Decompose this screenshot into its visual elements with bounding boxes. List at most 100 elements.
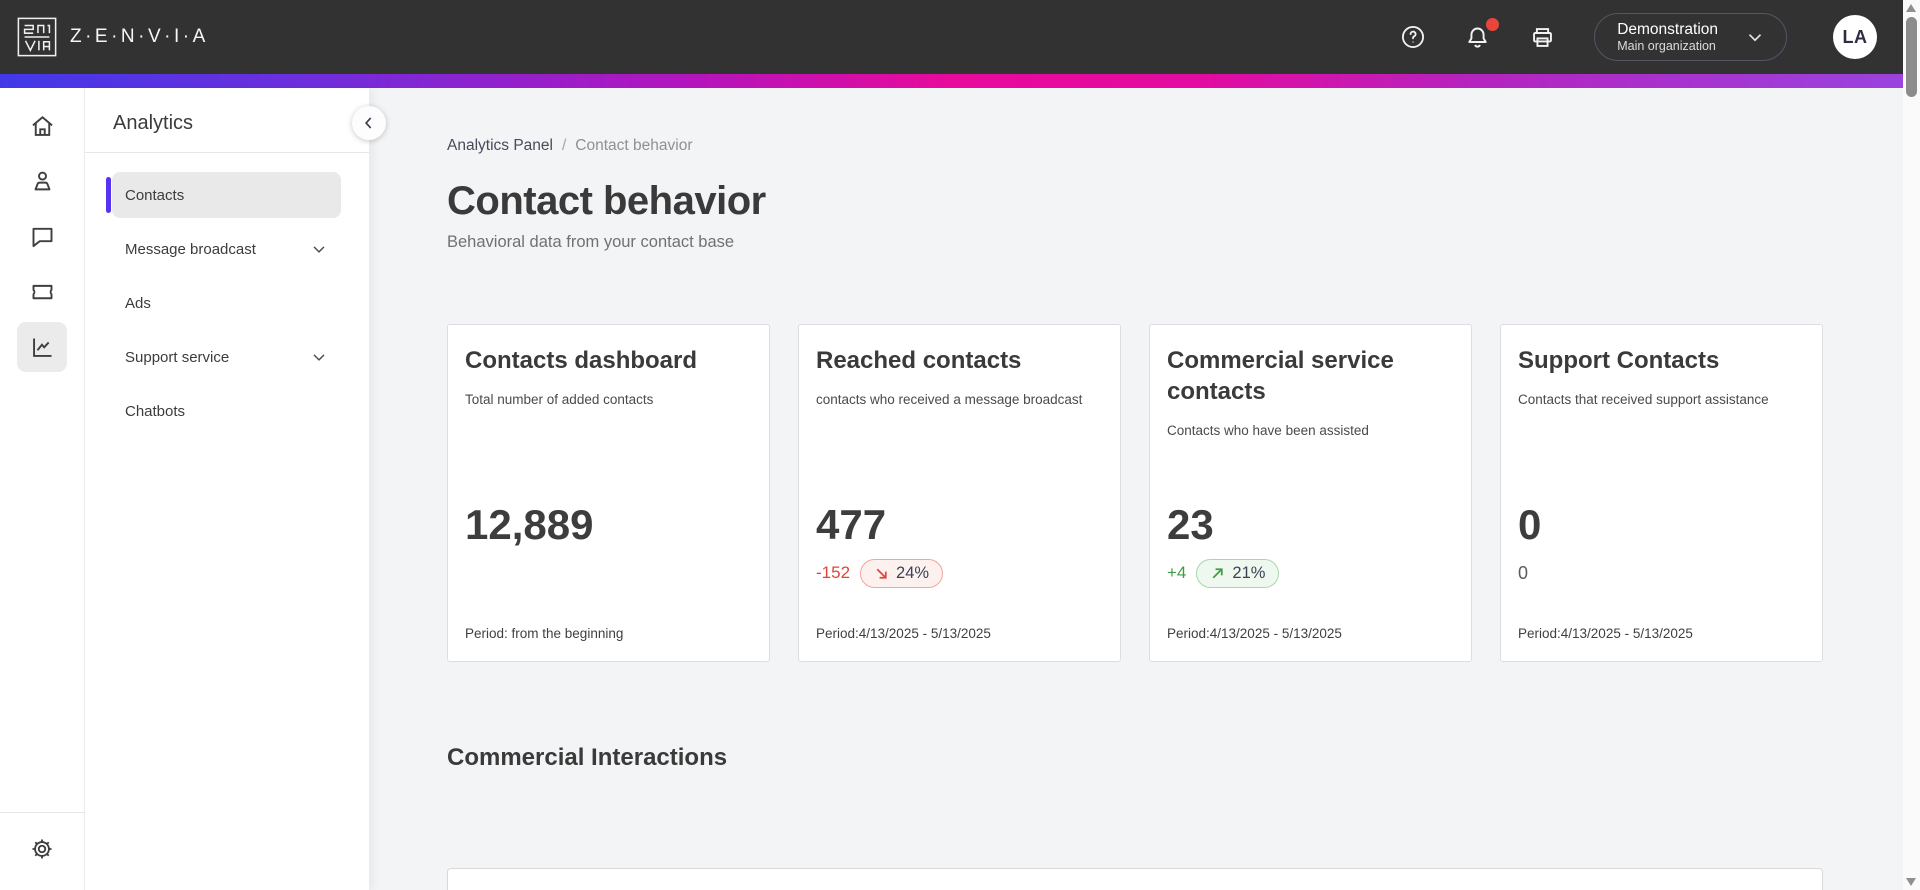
rail-item-contacts[interactable] <box>17 157 67 205</box>
printer-icon <box>1533 27 1553 47</box>
page-subtitle: Behavioral data from your contact base <box>447 233 735 251</box>
sidebar-item-ads[interactable]: Ads <box>112 280 341 326</box>
settings-button[interactable] <box>29 830 55 870</box>
chevron-left-icon <box>364 117 372 129</box>
card-bottom: 477 -152 24% Period:4/13/2025 - 5/13/202… <box>816 502 1103 642</box>
bell-icon <box>1468 27 1487 48</box>
card-reached-contacts: Reached contacts contacts who received a… <box>798 324 1121 662</box>
card-bottom: 23 +4 21% Period:4/13/2025 - 5/13/2025 <box>1167 501 1454 642</box>
trend-down-icon <box>876 568 887 579</box>
organization-switcher[interactable]: Demonstration Main organization <box>1594 13 1787 61</box>
gear-icon <box>32 838 52 859</box>
sidebar-nav: Contacts Message broadcast Ads Support s… <box>85 153 369 434</box>
sidebar-item-label: Chatbots <box>125 402 186 420</box>
chevron-down-icon <box>313 354 325 361</box>
trend-badge-positive: 21% <box>1196 558 1280 588</box>
card-value: 23 <box>1167 501 1214 548</box>
sidebar-item-support-service[interactable]: Support service <box>112 334 341 380</box>
chevron-down-icon <box>1748 34 1762 42</box>
breadcrumb-current: Contact behavior <box>575 137 693 154</box>
card-contacts-dashboard: Contacts dashboard Total number of added… <box>447 324 770 662</box>
section-title-commercial-interactions: Commercial Interactions <box>447 744 728 771</box>
card-period: Period:4/13/2025 - 5/13/2025 <box>1518 626 1693 641</box>
page-scrollbar <box>1903 0 1920 890</box>
delta-value: +4 <box>1167 563 1187 582</box>
rail-footer <box>0 812 84 890</box>
card-commercial-service-contacts: Commercial service contacts Contacts who… <box>1149 324 1472 662</box>
chat-bubble-icon <box>32 227 52 247</box>
delta-value: -152 <box>816 563 851 582</box>
rail-item-conversations[interactable] <box>17 212 67 260</box>
scrollbar-up-arrow[interactable] <box>1906 4 1916 12</box>
card-bottom: 12,889 Period: from the beginning <box>465 501 752 642</box>
sidebar-divider <box>85 152 369 153</box>
zenvia-wordmark: Z·E·N·V·I·A <box>70 26 209 47</box>
sidebar-item-label: Support service <box>125 348 230 366</box>
main-content: Analytics Panel / Contact behavior Conta… <box>370 88 1903 890</box>
ticket-icon <box>32 284 52 299</box>
page-title: Contact behavior <box>447 179 766 223</box>
delta-row <box>465 556 752 590</box>
sidebar-title: Analytics <box>113 112 194 134</box>
notification-badge-dot <box>1486 17 1500 31</box>
card-value: 12,889 <box>465 501 594 548</box>
analytics-chart-icon <box>32 338 51 357</box>
notifications-button[interactable] <box>1460 17 1500 55</box>
contacts-person-icon <box>34 171 50 190</box>
card-title: Support Contacts <box>1518 347 1720 374</box>
delta-value: 0 <box>1518 562 1529 583</box>
delta-row: -152 24% <box>816 556 1103 590</box>
scrollbar-thumb[interactable] <box>1906 17 1917 97</box>
scrollbar-down-arrow[interactable] <box>1906 878 1916 886</box>
sidebar-item-label: Message broadcast <box>125 240 256 258</box>
help-button[interactable] <box>1396 20 1430 54</box>
chevron-down-icon <box>313 246 325 253</box>
trend-up-icon <box>1212 567 1224 578</box>
question-circle-icon <box>1402 26 1425 48</box>
card-description: contacts who received a message broadcas… <box>816 392 1083 407</box>
rail-item-home[interactable] <box>17 102 67 150</box>
avatar-initials: LA <box>1842 26 1868 47</box>
sidebar-item-contacts[interactable]: Contacts <box>106 172 341 218</box>
breadcrumb-separator: / <box>561 137 567 154</box>
rail-item-tickets[interactable] <box>17 267 67 315</box>
zenvia-logo[interactable]: Z·E·N·V·I·A <box>16 16 209 58</box>
zenvia-logo-mark-icon <box>17 17 57 57</box>
sidebar-item-chatbots[interactable]: Chatbots <box>112 388 341 434</box>
rail-item-analytics[interactable] <box>17 322 67 372</box>
print-button[interactable] <box>1525 20 1560 55</box>
sidebar-item-label: Ads <box>125 294 151 312</box>
card-description: Contacts that received support assistanc… <box>1518 392 1769 407</box>
analytics-sidebar: Analytics Contacts Message broadcast Ads… <box>85 88 370 890</box>
sidebar-collapse-button[interactable] <box>352 106 386 140</box>
user-avatar[interactable]: LA <box>1833 15 1877 59</box>
delta-percent: 21% <box>1232 563 1266 582</box>
card-bottom: 0 0 Period:4/13/2025 - 5/13/2025 <box>1518 501 1805 642</box>
sidebar-item-label: Contacts <box>125 186 185 204</box>
trend-badge-negative: 24% <box>860 558 944 588</box>
card-description: Total number of added contacts <box>465 392 654 407</box>
brand-gradient-bar <box>0 74 1903 88</box>
home-icon <box>31 115 53 136</box>
card-period: Period:4/13/2025 - 5/13/2025 <box>816 626 991 641</box>
kpi-cards-row: Contacts dashboard Total number of added… <box>447 324 1824 662</box>
organization-name: Demonstration <box>1617 20 1718 38</box>
primary-nav-rail <box>0 88 85 890</box>
delta-row: 0 <box>1518 556 1805 590</box>
card-value: 0 <box>1518 501 1542 548</box>
delta-row: +4 21% <box>1167 556 1454 590</box>
commercial-interactions-card <box>447 868 1823 890</box>
breadcrumb-analytics-panel[interactable]: Analytics Panel <box>447 137 553 154</box>
top-bar-actions: Demonstration Main organization LA <box>1366 13 1877 61</box>
card-period: Period: from the beginning <box>465 626 624 641</box>
card-support-contacts: Support Contacts Contacts that received … <box>1500 324 1823 662</box>
card-description: Contacts who have been assisted <box>1167 423 1369 438</box>
card-title: Commercial service contacts <box>1167 347 1394 405</box>
organization-texts: Demonstration Main organization <box>1617 20 1718 55</box>
card-title: Contacts dashboard <box>465 347 698 374</box>
organization-suborg: Main organization <box>1617 38 1716 53</box>
sidebar-item-message-broadcast[interactable]: Message broadcast <box>112 226 341 272</box>
breadcrumb: Analytics Panel / Contact behavior <box>447 137 1824 155</box>
delta-percent: 24% <box>896 563 930 582</box>
